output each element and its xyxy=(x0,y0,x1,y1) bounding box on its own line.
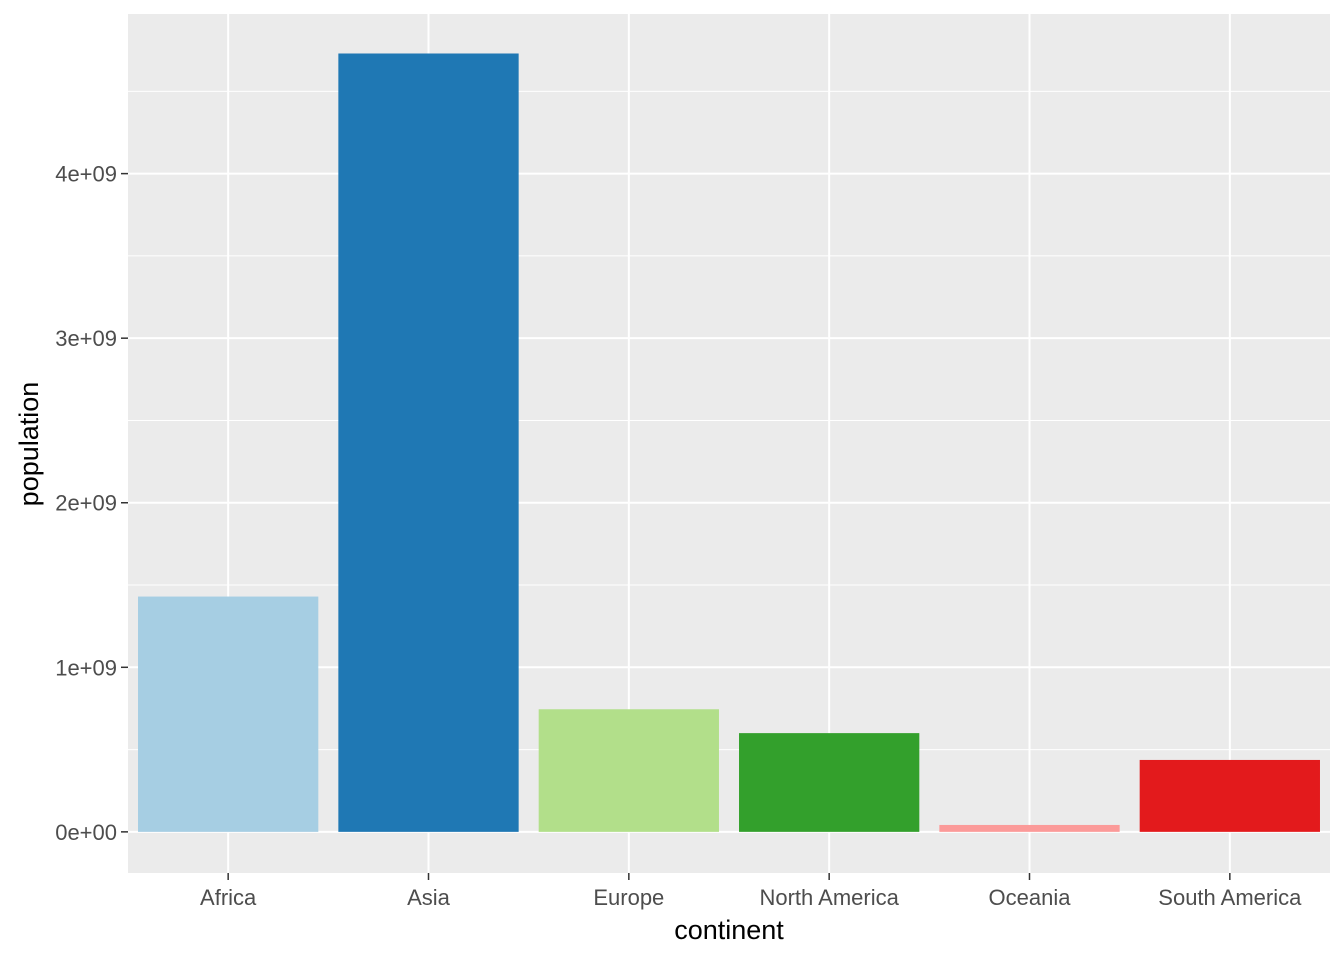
bar-north-america xyxy=(739,733,920,832)
y-tick-label: 0e+00 xyxy=(55,820,117,845)
x-tick-label: South America xyxy=(1158,885,1302,910)
panel-background xyxy=(128,14,1330,873)
x-tick-label: Oceania xyxy=(989,885,1072,910)
y-tick-label: 1e+09 xyxy=(55,655,117,680)
bar-africa xyxy=(138,596,319,832)
bars xyxy=(138,53,1320,832)
x-tick-label: Asia xyxy=(407,885,451,910)
y-axis: 0e+00 1e+09 2e+09 3e+09 4e+09 xyxy=(55,162,128,845)
bar-europe xyxy=(538,709,719,832)
x-tick-label: Europe xyxy=(593,885,664,910)
y-tick-label: 3e+09 xyxy=(55,326,117,351)
bar-south-america xyxy=(1139,759,1320,832)
x-axis: Africa Asia Europe North America Oceania Sout… xyxy=(200,873,1302,910)
y-axis-title: population xyxy=(14,382,44,507)
x-tick-label: Africa xyxy=(200,885,257,910)
bar-asia xyxy=(338,53,519,832)
bar-oceania xyxy=(939,824,1120,832)
y-tick-label: 2e+09 xyxy=(55,491,117,516)
x-axis-title: continent xyxy=(674,915,784,945)
grid-minor xyxy=(128,90,1330,751)
y-tick-label: 4e+09 xyxy=(55,162,117,187)
x-tick-label: North America xyxy=(759,885,899,910)
